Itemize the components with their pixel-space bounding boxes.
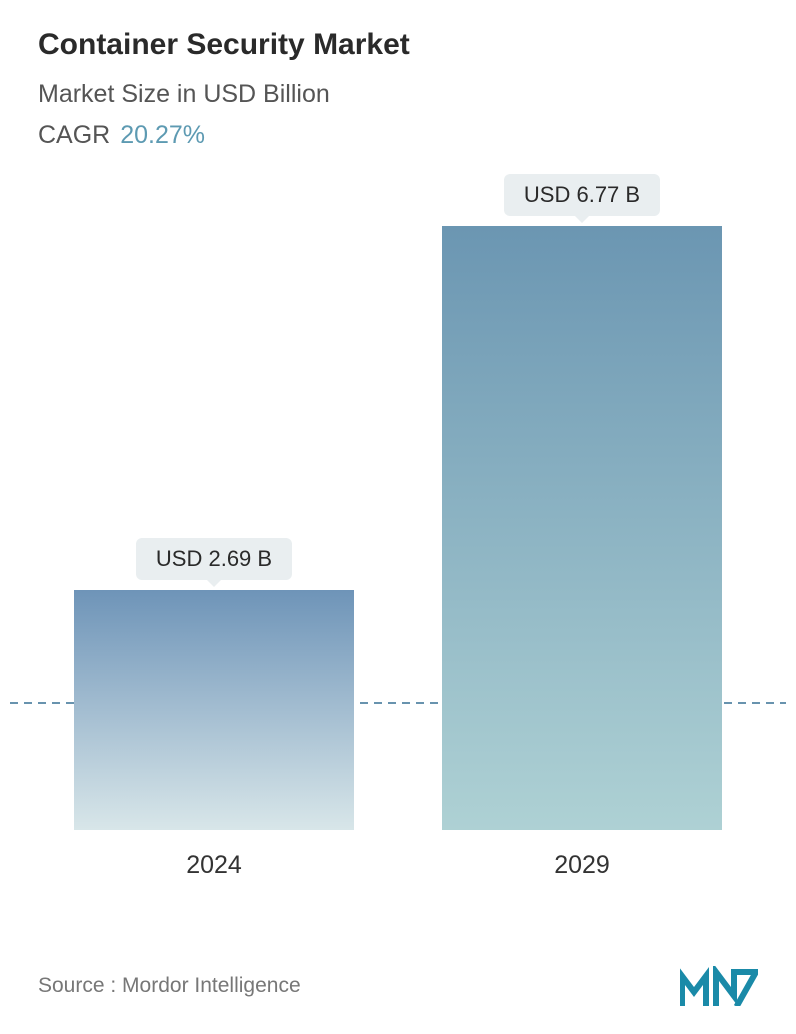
mordor-logo-icon xyxy=(680,966,758,1006)
cagr-label: CAGR xyxy=(38,121,110,150)
bars-wrap: USD 2.69 B2024 USD 6.77 B2029 xyxy=(10,170,786,830)
xlabel-2024: 2024 xyxy=(186,851,242,880)
bar-group-2029: USD 6.77 B2029 xyxy=(442,174,722,830)
chart-title: Container Security Market xyxy=(38,28,758,62)
xlabel-2029: 2029 xyxy=(554,851,610,880)
source-text: Source : Mordor Intelligence xyxy=(38,974,301,998)
chart-container: Container Security Market Market Size in… xyxy=(0,0,796,1034)
chart-plot-area: USD 2.69 B2024USD 6.77 B2029 xyxy=(10,170,786,1034)
bar-2024 xyxy=(74,590,354,830)
value-badge-2029: USD 6.77 B xyxy=(504,174,660,216)
cagr-value: 20.27% xyxy=(120,121,205,150)
chart-subtitle: Market Size in USD Billion xyxy=(38,80,758,109)
chart-footer: Source : Mordor Intelligence xyxy=(0,966,796,1034)
value-badge-2024: USD 2.69 B xyxy=(136,538,292,580)
chart-header: Container Security Market Market Size in… xyxy=(0,0,796,150)
bar-2029 xyxy=(442,226,722,830)
bar-group-2024: USD 2.69 B2024 xyxy=(74,538,354,830)
cagr-row: CAGR 20.27% xyxy=(38,121,758,150)
